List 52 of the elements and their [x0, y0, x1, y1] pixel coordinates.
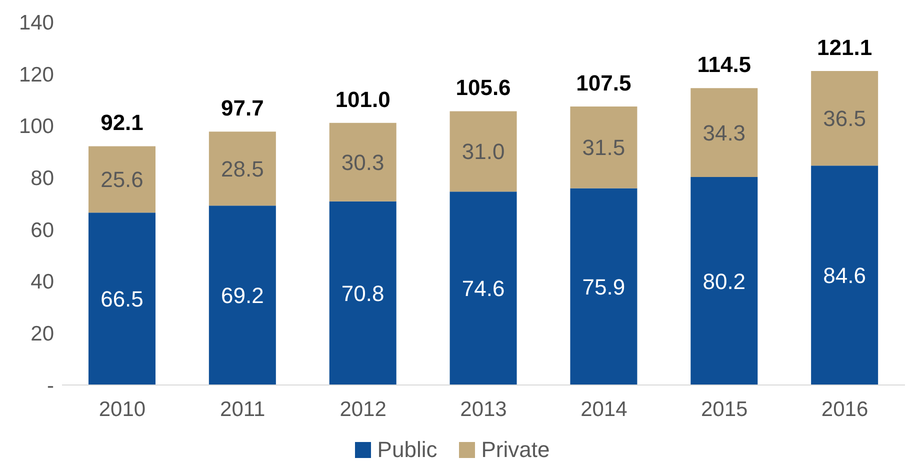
data-label: 80.2: [702, 268, 746, 294]
bar: [450, 192, 517, 385]
data-label: 69.2: [221, 283, 264, 308]
data-label: 70.8: [341, 281, 384, 306]
x-tick-label: 2013: [460, 398, 507, 421]
bar: [88, 212, 156, 385]
x-tick-label: 2016: [821, 398, 868, 421]
legend-label: Private: [481, 437, 550, 463]
data-label: 30.3: [341, 150, 384, 175]
bar: [208, 132, 276, 206]
y-tick-label: -: [47, 374, 54, 398]
bar: [690, 88, 758, 178]
y-tick-label: 120: [18, 63, 54, 86]
total-label: 107.5: [576, 70, 632, 96]
bar: [88, 146, 156, 213]
bar: [208, 206, 276, 385]
bar: [570, 188, 638, 385]
data-label: 84.6: [823, 263, 866, 288]
total-label: 105.6: [456, 75, 511, 100]
data-label: 75.9: [582, 274, 626, 300]
legend-label: Public: [377, 437, 438, 463]
bar: [690, 177, 758, 385]
bar: [811, 71, 878, 166]
data-label: 36.5: [823, 106, 866, 132]
x-tick-label: 2014: [580, 398, 628, 421]
data-label: 74.6: [462, 276, 505, 302]
bar: [811, 166, 878, 385]
y-tick-label: 140: [18, 11, 54, 34]
total-label: 114.5: [697, 52, 752, 78]
x-tick-label: 2010: [98, 398, 146, 421]
x-tick-label: 2011: [220, 398, 266, 421]
bar: [450, 111, 517, 192]
y-tick-label: 80: [30, 167, 54, 190]
bar: [329, 122, 396, 202]
x-tick-label: 2012: [340, 398, 386, 421]
x-tick-label: 2015: [701, 398, 748, 421]
data-label: 31.0: [462, 139, 505, 164]
data-label: 34.3: [702, 120, 746, 146]
bar: [570, 106, 638, 188]
total-label: 101.0: [335, 86, 390, 112]
y-tick-label: 40: [30, 270, 54, 294]
total-label: 97.7: [221, 96, 264, 121]
total-label: 121.1: [817, 35, 872, 60]
y-tick-label: 60: [30, 218, 54, 242]
data-label: 66.5: [100, 286, 144, 312]
y-tick-label: 100: [18, 115, 54, 138]
data-label: 28.5: [221, 156, 264, 182]
data-label: 25.6: [100, 167, 144, 192]
y-tick-label: 20: [30, 322, 54, 346]
total-label: 92.1: [100, 110, 144, 136]
data-label: 31.5: [582, 135, 626, 160]
bar: [329, 201, 396, 385]
